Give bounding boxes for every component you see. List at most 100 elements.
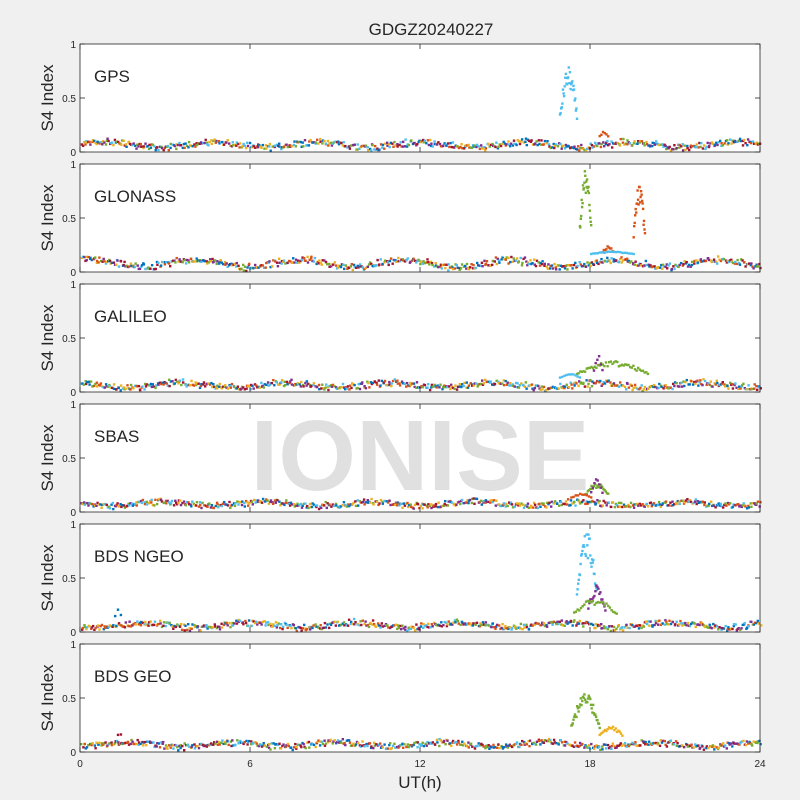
- event-point: [599, 363, 602, 366]
- data-point: [108, 384, 111, 388]
- data-point: [542, 502, 545, 505]
- data-point: [595, 259, 598, 262]
- data-point: [312, 503, 316, 506]
- data-point: [688, 744, 692, 747]
- event-point: [592, 558, 595, 562]
- event-point: [622, 364, 625, 367]
- data-point: [646, 505, 650, 508]
- event-point: [578, 573, 582, 577]
- data-point: [588, 744, 591, 747]
- event-point: [590, 496, 593, 499]
- y-tick-label: 1: [70, 160, 76, 171]
- data-point: [317, 739, 320, 742]
- data-point: [396, 501, 399, 504]
- data-point: [210, 139, 213, 142]
- data-point: [712, 142, 715, 146]
- data-point: [558, 620, 561, 623]
- data-point: [510, 628, 513, 631]
- data-point: [308, 746, 311, 749]
- event-point: [601, 363, 604, 366]
- data-point: [611, 501, 615, 504]
- data-point: [350, 263, 353, 266]
- data-point: [578, 261, 581, 264]
- data-point: [595, 744, 598, 747]
- data-point: [540, 739, 543, 742]
- data-point: [178, 744, 181, 748]
- data-point: [332, 504, 336, 508]
- data-point: [248, 502, 251, 505]
- data-point: [269, 500, 272, 504]
- data-point: [139, 265, 143, 269]
- data-point: [112, 261, 115, 264]
- data-point: [315, 505, 318, 509]
- data-point: [454, 621, 457, 624]
- data-point: [88, 140, 91, 144]
- data-point: [587, 746, 590, 749]
- data-point: [384, 142, 387, 145]
- data-point: [394, 746, 397, 749]
- data-point: [229, 740, 232, 743]
- data-point: [180, 628, 184, 631]
- data-point: [206, 505, 209, 508]
- data-point: [423, 261, 427, 265]
- event-point: [574, 109, 578, 112]
- data-point: [658, 382, 661, 386]
- data-point: [515, 627, 518, 630]
- data-point: [261, 620, 264, 624]
- data-point: [751, 140, 755, 143]
- event-point: [589, 220, 592, 223]
- data-point: [547, 737, 551, 741]
- event-point: [568, 71, 572, 74]
- data-point: [443, 142, 446, 145]
- data-point: [421, 507, 424, 510]
- data-point: [726, 501, 730, 505]
- data-point: [633, 383, 637, 387]
- data-point: [203, 141, 206, 145]
- data-point: [220, 626, 224, 629]
- data-point: [233, 622, 236, 625]
- event-point: [578, 703, 582, 706]
- data-point: [256, 744, 259, 747]
- data-point: [451, 266, 454, 269]
- data-point: [465, 144, 469, 147]
- data-point: [749, 263, 752, 267]
- data-point: [354, 266, 358, 269]
- event-point: [601, 731, 604, 734]
- data-point: [710, 259, 713, 262]
- data-point: [255, 620, 258, 623]
- data-point: [465, 381, 468, 384]
- data-point: [421, 262, 425, 265]
- data-point: [549, 740, 552, 744]
- y-tick-label: 0: [70, 628, 76, 639]
- data-point: [594, 502, 598, 505]
- data-point: [598, 624, 601, 627]
- data-point: [521, 261, 524, 265]
- panel-label: GLONASS: [94, 187, 176, 206]
- data-point: [302, 502, 305, 506]
- data-point: [213, 385, 216, 389]
- data-point: [127, 502, 130, 506]
- data-point: [513, 505, 516, 508]
- data-point: [100, 506, 103, 509]
- data-point: [115, 263, 118, 266]
- data-point: [231, 739, 234, 742]
- data-point: [731, 387, 735, 390]
- data-point: [219, 259, 222, 262]
- data-point: [296, 141, 299, 144]
- event-point: [643, 232, 647, 235]
- data-point: [615, 627, 618, 630]
- data-point: [340, 263, 344, 266]
- data-point: [520, 743, 523, 746]
- data-point: [143, 382, 147, 386]
- data-point: [551, 742, 555, 745]
- data-point: [155, 260, 159, 264]
- data-point: [326, 741, 330, 744]
- data-point: [263, 744, 266, 747]
- event-point: [641, 202, 644, 205]
- data-point: [494, 627, 497, 630]
- data-point: [680, 145, 683, 148]
- data-point: [551, 146, 554, 149]
- data-point: [515, 502, 518, 505]
- data-point: [379, 626, 382, 629]
